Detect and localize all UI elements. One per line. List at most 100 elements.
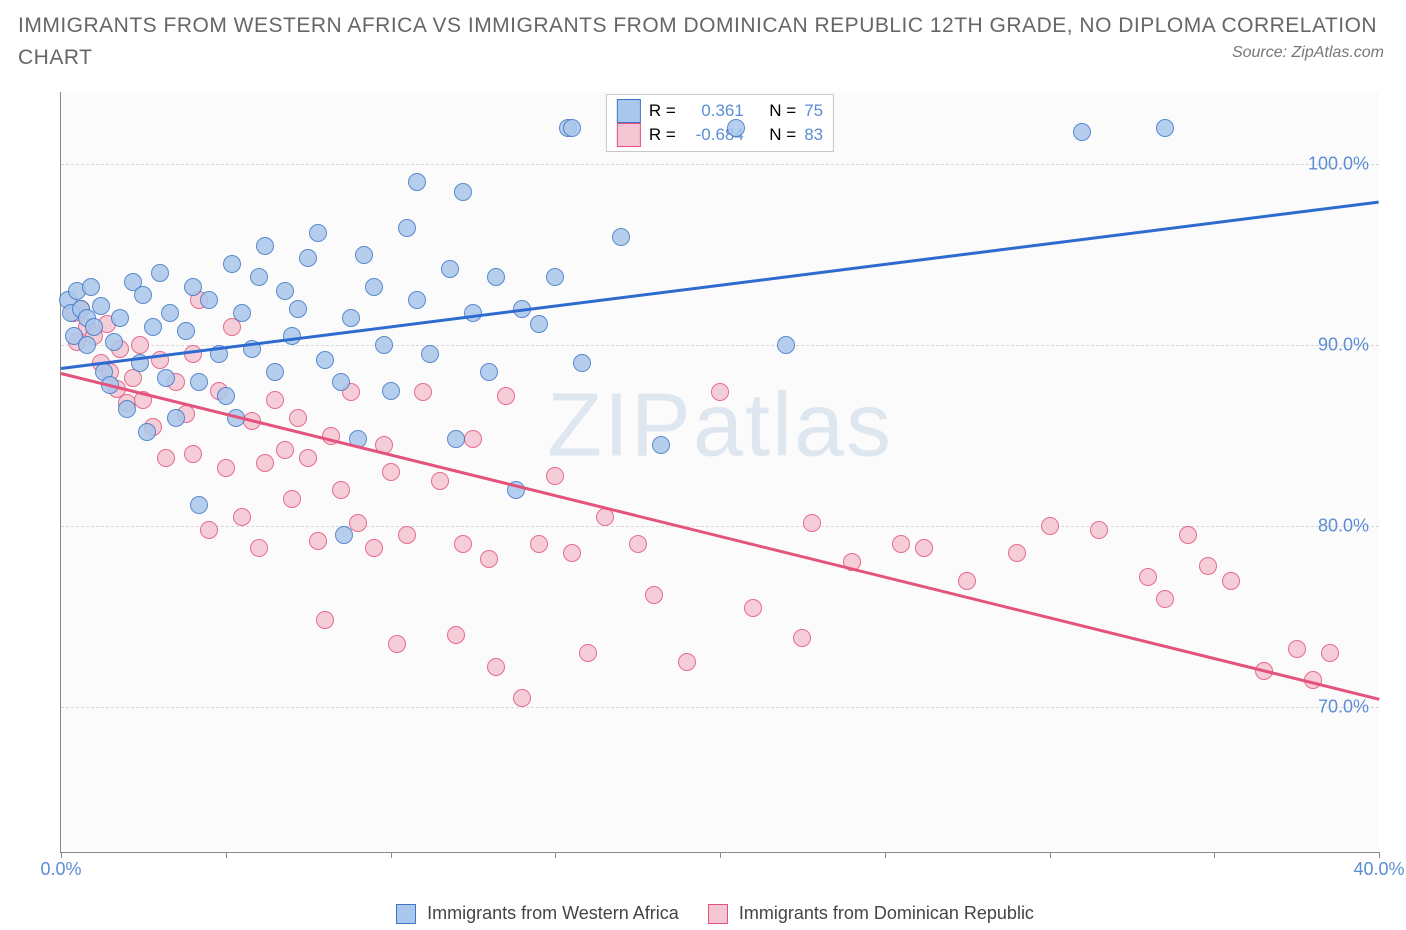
series-legend: Immigrants from Western Africa Immigrant…	[0, 903, 1406, 924]
data-point	[645, 586, 663, 604]
data-point	[744, 599, 762, 617]
data-point	[144, 318, 162, 336]
x-tick-label: 40.0%	[1353, 859, 1404, 880]
data-point	[190, 373, 208, 391]
data-point	[1008, 544, 1026, 562]
data-point	[184, 345, 202, 363]
data-point	[530, 535, 548, 553]
data-point	[711, 383, 729, 401]
data-point	[105, 333, 123, 351]
x-tick-mark	[885, 852, 886, 858]
legend-row-blue: R = 0.361 N = 75	[617, 99, 823, 123]
data-point	[408, 291, 426, 309]
data-point	[1288, 640, 1306, 658]
x-tick-mark	[1379, 852, 1380, 858]
data-point	[1156, 590, 1174, 608]
data-point	[167, 409, 185, 427]
data-point	[276, 282, 294, 300]
data-point	[365, 278, 383, 296]
data-point	[487, 268, 505, 286]
swatch-blue	[617, 99, 641, 123]
data-point	[464, 430, 482, 448]
n-label: N =	[769, 125, 796, 145]
x-tick-label: 0.0%	[40, 859, 81, 880]
data-point	[233, 304, 251, 322]
x-tick-mark	[720, 852, 721, 858]
data-point	[958, 572, 976, 590]
data-point	[335, 526, 353, 544]
data-point	[332, 481, 350, 499]
data-point	[563, 544, 581, 562]
grid-line	[61, 526, 1379, 527]
data-point	[131, 336, 149, 354]
data-point	[190, 496, 208, 514]
data-point	[1321, 644, 1339, 662]
r-value-blue: 0.361	[684, 101, 744, 121]
data-point	[256, 237, 274, 255]
data-point	[217, 387, 235, 405]
data-point	[85, 318, 103, 336]
n-value-pink: 83	[804, 125, 823, 145]
data-point	[1199, 557, 1217, 575]
data-point	[1139, 568, 1157, 586]
data-point	[464, 304, 482, 322]
data-point	[299, 449, 317, 467]
chart-title: IMMIGRANTS FROM WESTERN AFRICA VS IMMIGR…	[18, 10, 1388, 73]
data-point	[447, 626, 465, 644]
data-point	[546, 467, 564, 485]
data-point	[134, 286, 152, 304]
data-point	[1073, 123, 1091, 141]
series-label-pink: Immigrants from Dominican Republic	[739, 903, 1034, 923]
data-point	[151, 264, 169, 282]
data-point	[365, 539, 383, 557]
data-point	[441, 260, 459, 278]
data-point	[266, 391, 284, 409]
swatch-blue	[396, 904, 416, 924]
data-point	[250, 268, 268, 286]
data-point	[177, 322, 195, 340]
data-point	[250, 539, 268, 557]
series-label-blue: Immigrants from Western Africa	[427, 903, 679, 923]
data-point	[431, 472, 449, 490]
x-tick-mark	[1050, 852, 1051, 858]
data-point	[184, 445, 202, 463]
data-point	[266, 363, 284, 381]
data-point	[200, 291, 218, 309]
x-tick-mark	[226, 852, 227, 858]
r-label: R =	[649, 125, 676, 145]
data-point	[612, 228, 630, 246]
data-point	[118, 400, 136, 418]
data-point	[289, 409, 307, 427]
data-point	[408, 173, 426, 191]
data-point	[200, 521, 218, 539]
data-point	[1041, 517, 1059, 535]
data-point	[111, 309, 129, 327]
data-point	[157, 369, 175, 387]
data-point	[497, 387, 515, 405]
data-point	[573, 354, 591, 372]
data-point	[487, 658, 505, 676]
scatter-chart: ZIPatlas R = 0.361 N = 75 R = -0.684 N =…	[60, 92, 1379, 853]
data-point	[596, 508, 614, 526]
data-point	[1090, 521, 1108, 539]
x-tick-mark	[391, 852, 392, 858]
data-point	[382, 382, 400, 400]
data-point	[454, 183, 472, 201]
chart-title-area: IMMIGRANTS FROM WESTERN AFRICA VS IMMIGR…	[0, 0, 1406, 73]
y-tick-label: 80.0%	[1318, 516, 1369, 537]
y-tick-label: 90.0%	[1318, 335, 1369, 356]
data-point	[161, 304, 179, 322]
n-value-blue: 75	[804, 101, 823, 121]
grid-line	[61, 707, 1379, 708]
r-label: R =	[649, 101, 676, 121]
data-point	[233, 508, 251, 526]
swatch-pink	[617, 123, 641, 147]
data-point	[382, 463, 400, 481]
data-point	[915, 539, 933, 557]
grid-line	[61, 164, 1379, 165]
correlation-legend: R = 0.361 N = 75 R = -0.684 N = 83	[606, 94, 834, 152]
swatch-pink	[708, 904, 728, 924]
data-point	[332, 373, 350, 391]
data-point	[421, 345, 439, 363]
data-point	[299, 249, 317, 267]
